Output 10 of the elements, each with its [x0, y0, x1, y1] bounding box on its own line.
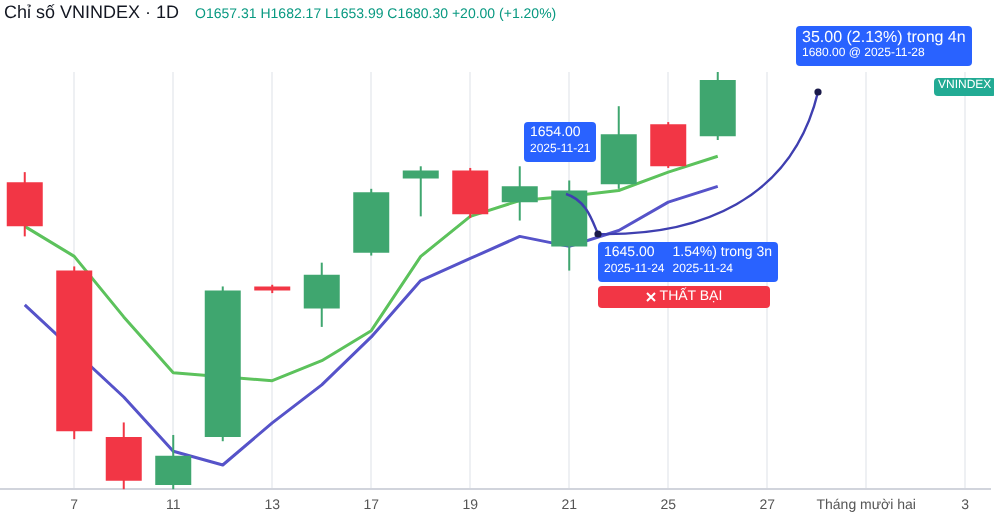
candlestick — [6, 171, 43, 238]
chart-title: Chỉ số VNINDEX · 1D — [4, 2, 180, 22]
candlestick — [402, 165, 439, 218]
candlestick — [303, 261, 340, 328]
text: 35.00 (2.13%) trong 4n — [802, 28, 966, 46]
candlestick — [155, 433, 192, 491]
candlestick — [501, 165, 538, 222]
candlestick — [650, 121, 687, 169]
candlestick — [105, 421, 142, 491]
candlestick — [452, 166, 489, 220]
